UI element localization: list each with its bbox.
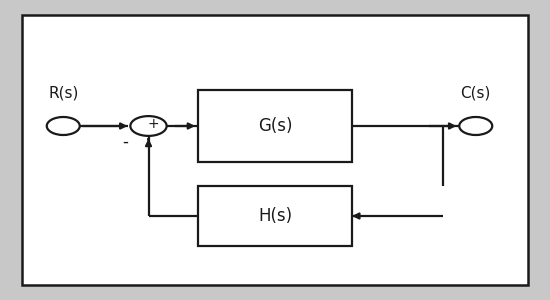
Text: G(s): G(s) bbox=[258, 117, 292, 135]
FancyBboxPatch shape bbox=[22, 15, 528, 285]
Text: H(s): H(s) bbox=[258, 207, 292, 225]
Text: +: + bbox=[147, 117, 159, 130]
Text: C(s): C(s) bbox=[460, 85, 491, 100]
Text: R(s): R(s) bbox=[48, 85, 79, 100]
FancyBboxPatch shape bbox=[198, 186, 352, 246]
FancyBboxPatch shape bbox=[198, 90, 352, 162]
Text: -: - bbox=[122, 133, 128, 151]
